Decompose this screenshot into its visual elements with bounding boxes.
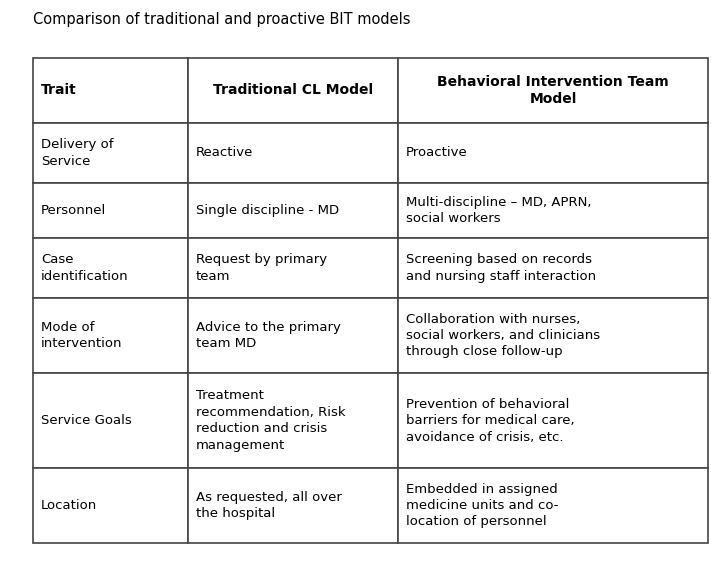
Bar — [398, 183, 708, 238]
Text: Location: Location — [41, 499, 97, 512]
Bar — [188, 468, 398, 543]
Text: Service Goals: Service Goals — [41, 414, 132, 427]
Text: Treatment
recommendation, Risk
reduction and crisis
management: Treatment recommendation, Risk reduction… — [196, 389, 346, 452]
Bar — [33, 238, 188, 298]
Text: Personnel: Personnel — [41, 204, 106, 217]
Bar — [33, 468, 188, 543]
Bar — [188, 298, 398, 373]
Text: Collaboration with nurses,
social workers, and clinicians
through close follow-u: Collaboration with nurses, social worker… — [406, 312, 600, 359]
Text: Trait: Trait — [41, 83, 77, 98]
Text: Delivery of
Service: Delivery of Service — [41, 138, 114, 168]
Bar — [188, 183, 398, 238]
Text: Traditional CL Model: Traditional CL Model — [213, 83, 373, 98]
Text: Embedded in assigned
medicine units and co-
location of personnel: Embedded in assigned medicine units and … — [406, 483, 559, 529]
Text: Proactive: Proactive — [406, 146, 468, 160]
Text: Case
identification: Case identification — [41, 253, 129, 283]
Text: Request by primary
team: Request by primary team — [196, 253, 327, 283]
Bar — [188, 373, 398, 468]
Bar — [398, 123, 708, 183]
Bar — [33, 58, 188, 123]
Bar — [398, 298, 708, 373]
Bar — [188, 238, 398, 298]
Bar — [188, 123, 398, 183]
Text: Advice to the primary
team MD: Advice to the primary team MD — [196, 321, 341, 350]
Text: Comparison of traditional and proactive BIT models: Comparison of traditional and proactive … — [33, 12, 410, 27]
Bar — [33, 183, 188, 238]
Bar — [398, 468, 708, 543]
Text: Reactive: Reactive — [196, 146, 253, 160]
Bar — [398, 373, 708, 468]
Text: Behavioral Intervention Team
Model: Behavioral Intervention Team Model — [437, 75, 669, 106]
Text: Multi-discipline – MD, APRN,
social workers: Multi-discipline – MD, APRN, social work… — [406, 196, 592, 225]
Bar — [33, 123, 188, 183]
Bar — [398, 58, 708, 123]
Text: Prevention of behavioral
barriers for medical care,
avoidance of crisis, etc.: Prevention of behavioral barriers for me… — [406, 398, 574, 444]
Text: As requested, all over
the hospital: As requested, all over the hospital — [196, 491, 342, 520]
Bar — [398, 238, 708, 298]
Text: Screening based on records
and nursing staff interaction: Screening based on records and nursing s… — [406, 253, 596, 283]
Bar — [188, 58, 398, 123]
Text: Mode of
intervention: Mode of intervention — [41, 321, 122, 350]
Text: Single discipline - MD: Single discipline - MD — [196, 204, 339, 217]
Bar — [33, 298, 188, 373]
Bar — [33, 373, 188, 468]
